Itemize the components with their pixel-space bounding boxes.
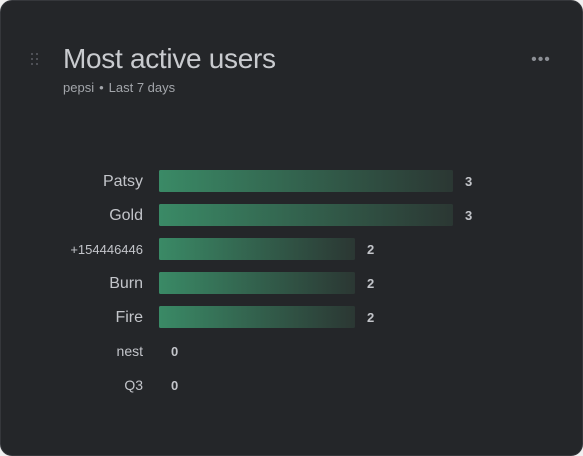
bar[interactable] [159,306,355,328]
value-label: 0 [171,378,178,393]
bar[interactable] [159,204,453,226]
category-label: Burn [109,275,143,292]
category-label: Fire [115,309,143,326]
category-label: nest [117,343,144,359]
subtitle-separator: • [99,80,104,95]
drag-handle-icon[interactable] [31,53,41,69]
bar[interactable] [159,272,355,294]
value-label: 3 [465,174,472,189]
category-label: +154446446 [70,242,143,257]
project-name: pepsi [63,80,95,95]
widget-subtitle: pepsi • Last 7 days [63,80,175,95]
bar[interactable] [159,170,453,192]
time-period: Last 7 days [108,80,176,95]
category-label: Q3 [124,377,143,393]
more-options-icon[interactable]: ••• [531,51,551,68]
value-label: 0 [171,344,178,359]
value-label: 2 [367,242,374,257]
value-label: 3 [465,208,472,223]
value-label: 2 [367,276,374,291]
value-label: 2 [367,310,374,325]
category-label: Gold [109,207,143,224]
widget-title: Most active users [63,43,276,74]
category-label: Patsy [103,173,143,190]
bar[interactable] [159,238,355,260]
